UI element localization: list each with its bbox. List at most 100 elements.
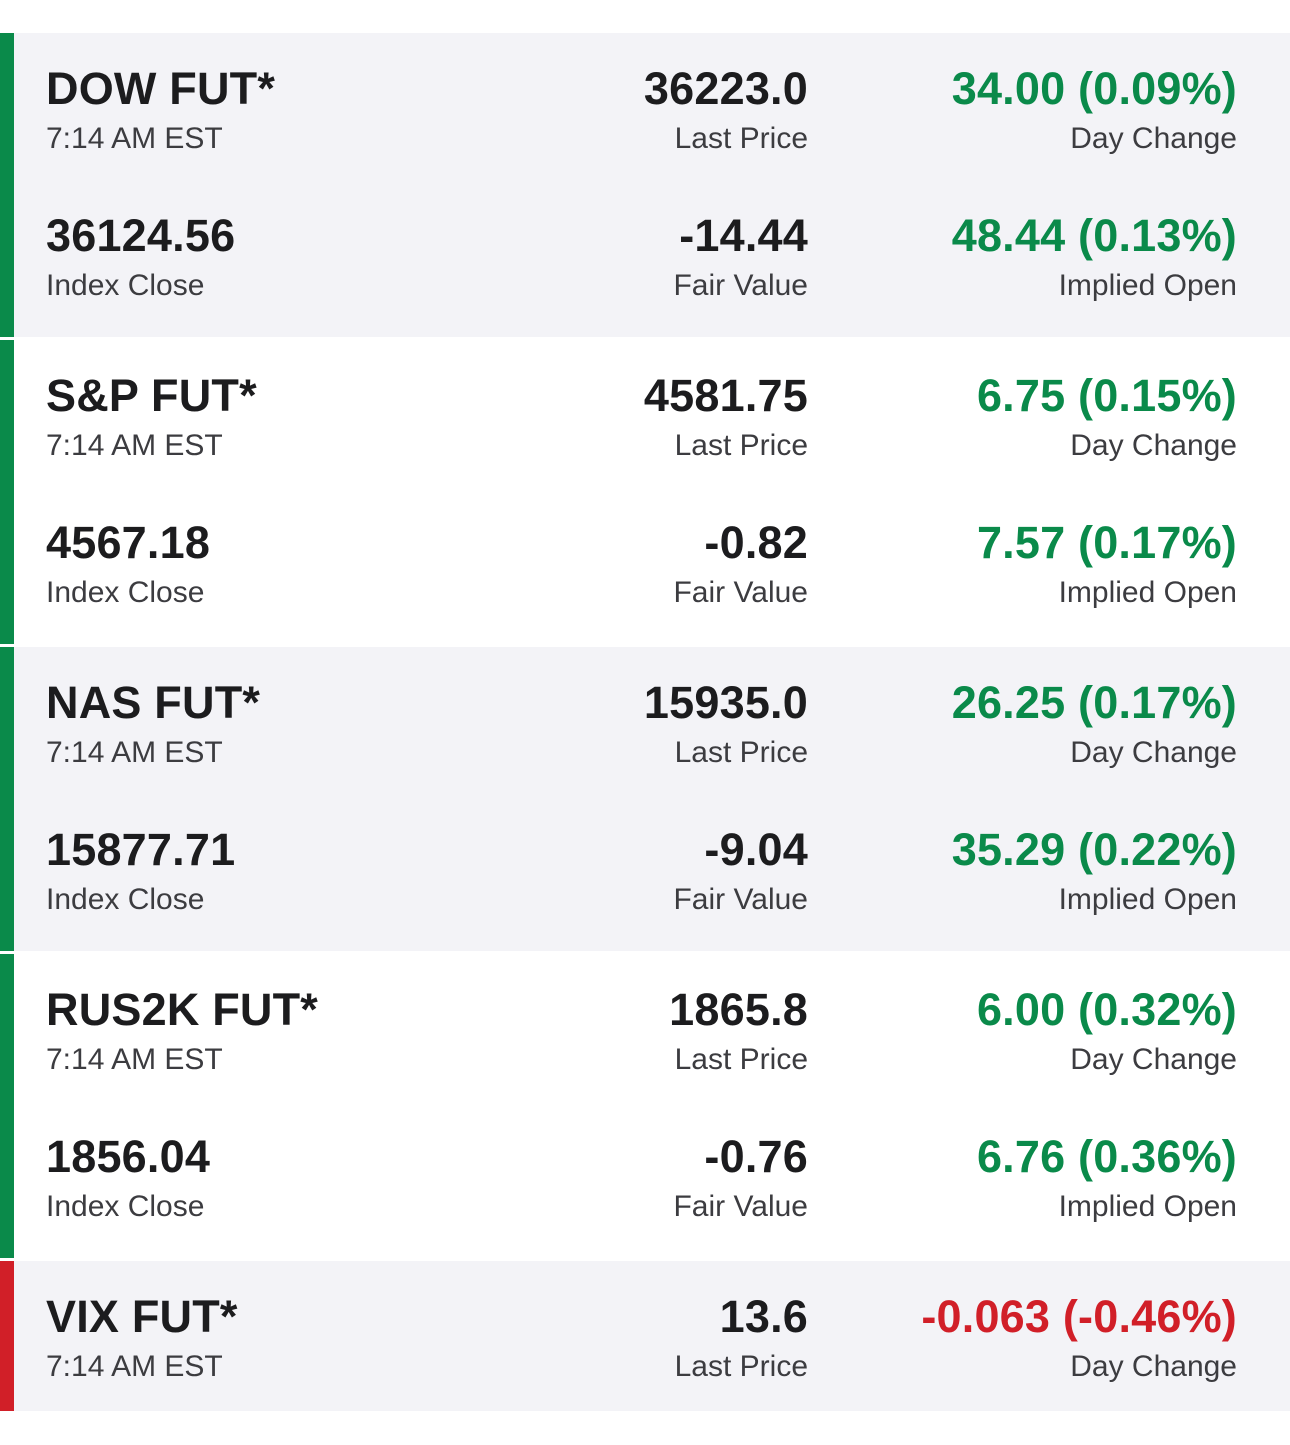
last-price-cell: 4581.75 Last Price [644, 368, 808, 466]
futures-row-secondary: 15877.71 Index Close -9.04 Fair Value 35… [0, 794, 1290, 947]
last-price-label: Last Price [674, 1043, 808, 1076]
day-change-cell: -0.063 (-0.46%) Day Change [921, 1289, 1237, 1387]
futures-name: DOW FUT* [46, 63, 276, 114]
futures-row-secondary: 4567.18 Index Close -0.82 Fair Value 7.5… [0, 487, 1290, 640]
index-close-label: Index Close [46, 1190, 205, 1223]
day-change-cell: 6.00 (0.32%) Day Change [977, 982, 1237, 1080]
futures-card-sp[interactable]: S&P FUT* 7:14 AM EST 4581.75 Last Price … [0, 340, 1290, 647]
index-close-cell: 1856.04 Index Close [46, 1129, 210, 1227]
last-price-value: 1865.8 [669, 984, 808, 1035]
futures-row-primary: RUS2K FUT* 7:14 AM EST 1865.8 Last Price… [0, 954, 1290, 1107]
last-price-label: Last Price [674, 736, 808, 769]
fair-value-value: -9.04 [704, 824, 808, 875]
futures-row-primary: S&P FUT* 7:14 AM EST 4581.75 Last Price … [0, 340, 1290, 493]
implied-open-value: 7.57 (0.17%) [976, 517, 1237, 568]
last-price-cell: 36223.0 Last Price [644, 61, 808, 159]
futures-timestamp: 7:14 AM EST [46, 736, 223, 769]
futures-card-nas[interactable]: NAS FUT* 7:14 AM EST 15935.0 Last Price … [0, 647, 1290, 954]
last-price-cell: 15935.0 Last Price [644, 675, 808, 773]
index-close-label: Index Close [46, 269, 205, 302]
futures-name: S&P FUT* [46, 370, 257, 421]
implied-open-value: 48.44 (0.13%) [951, 210, 1237, 261]
implied-open-value: 6.76 (0.36%) [976, 1131, 1237, 1182]
day-change-label: Day Change [1070, 736, 1237, 769]
fair-value-label: Fair Value [673, 576, 808, 609]
day-change-cell: 6.75 (0.15%) Day Change [977, 368, 1237, 466]
futures-row-primary: NAS FUT* 7:14 AM EST 15935.0 Last Price … [0, 647, 1290, 800]
last-price-value: 4581.75 [643, 370, 808, 421]
implied-open-label: Implied Open [1058, 883, 1237, 916]
index-close-cell: 15877.71 Index Close [46, 822, 235, 920]
fair-value-cell: -0.82 Fair Value [673, 515, 808, 613]
fair-value-label: Fair Value [673, 883, 808, 916]
last-price-label: Last Price [674, 1350, 808, 1383]
index-close-value: 36124.56 [46, 210, 236, 261]
last-price-label: Last Price [674, 122, 808, 155]
futures-timestamp: 7:14 AM EST [46, 122, 223, 155]
futures-timestamp: 7:14 AM EST [46, 1043, 223, 1076]
fair-value-label: Fair Value [673, 1190, 808, 1223]
day-change-value: 26.25 (0.17%) [951, 677, 1237, 728]
day-change-label: Day Change [1070, 1350, 1237, 1383]
futures-row-secondary: 36124.56 Index Close -14.44 Fair Value 4… [0, 180, 1290, 333]
implied-open-cell: 35.29 (0.22%) Implied Open [952, 822, 1237, 920]
futures-card-dow[interactable]: DOW FUT* 7:14 AM EST 36223.0 Last Price … [0, 33, 1290, 340]
day-change-value: -0.063 (-0.46%) [921, 1291, 1237, 1342]
last-price-cell: 13.6 Last Price [675, 1289, 808, 1387]
last-price-value: 13.6 [719, 1291, 808, 1342]
implied-open-cell: 6.76 (0.36%) Implied Open [977, 1129, 1237, 1227]
index-close-value: 15877.71 [46, 824, 236, 875]
fair-value-cell: -14.44 Fair Value [673, 208, 808, 306]
fair-value-cell: -0.76 Fair Value [673, 1129, 808, 1227]
futures-timestamp: 7:14 AM EST [46, 429, 223, 462]
futures-name: RUS2K FUT* [46, 984, 319, 1035]
day-change-value: 34.00 (0.09%) [951, 63, 1237, 114]
futures-name-cell: NAS FUT* 7:14 AM EST [46, 675, 260, 773]
index-close-label: Index Close [46, 883, 205, 916]
futures-name-cell: DOW FUT* 7:14 AM EST [46, 61, 275, 159]
day-change-label: Day Change [1070, 1043, 1237, 1076]
futures-list: DOW FUT* 7:14 AM EST 36223.0 Last Price … [0, 33, 1290, 1414]
last-price-cell: 1865.8 Last Price [669, 982, 808, 1080]
last-price-value: 36223.0 [643, 63, 808, 114]
trend-indicator-bar [0, 1261, 14, 1411]
trend-indicator-bar [0, 954, 14, 1258]
implied-open-cell: 48.44 (0.13%) Implied Open [952, 208, 1237, 306]
day-change-label: Day Change [1070, 122, 1237, 155]
implied-open-label: Implied Open [1058, 576, 1237, 609]
implied-open-label: Implied Open [1058, 269, 1237, 302]
last-price-label: Last Price [674, 429, 808, 462]
futures-name: NAS FUT* [46, 677, 261, 728]
futures-name-cell: S&P FUT* 7:14 AM EST [46, 368, 257, 466]
day-change-value: 6.75 (0.15%) [976, 370, 1237, 421]
fair-value-value: -0.76 [704, 1131, 808, 1182]
fair-value-cell: -9.04 Fair Value [673, 822, 808, 920]
fair-value-label: Fair Value [673, 269, 808, 302]
implied-open-value: 35.29 (0.22%) [951, 824, 1237, 875]
day-change-cell: 34.00 (0.09%) Day Change [952, 61, 1237, 159]
fair-value-value: -0.82 [704, 517, 808, 568]
day-change-cell: 26.25 (0.17%) Day Change [952, 675, 1237, 773]
futures-row-secondary: 1856.04 Index Close -0.76 Fair Value 6.7… [0, 1101, 1290, 1254]
futures-name: VIX FUT* [46, 1291, 238, 1342]
futures-name-cell: VIX FUT* 7:14 AM EST [46, 1289, 238, 1387]
futures-card-vix[interactable]: VIX FUT* 7:14 AM EST 13.6 Last Price -0.… [0, 1261, 1290, 1414]
index-close-value: 1856.04 [46, 1131, 211, 1182]
implied-open-label: Implied Open [1058, 1190, 1237, 1223]
index-close-value: 4567.18 [46, 517, 211, 568]
futures-timestamp: 7:14 AM EST [46, 1350, 223, 1383]
futures-row-primary: DOW FUT* 7:14 AM EST 36223.0 Last Price … [0, 33, 1290, 186]
trend-indicator-bar [0, 340, 14, 644]
futures-name-cell: RUS2K FUT* 7:14 AM EST [46, 982, 318, 1080]
implied-open-cell: 7.57 (0.17%) Implied Open [977, 515, 1237, 613]
trend-indicator-bar [0, 647, 14, 951]
trend-indicator-bar [0, 33, 14, 337]
futures-card-rus2k[interactable]: RUS2K FUT* 7:14 AM EST 1865.8 Last Price… [0, 954, 1290, 1261]
day-change-label: Day Change [1070, 429, 1237, 462]
fair-value-value: -14.44 [679, 210, 808, 261]
index-close-cell: 36124.56 Index Close [46, 208, 235, 306]
day-change-value: 6.00 (0.32%) [976, 984, 1237, 1035]
futures-row-primary: VIX FUT* 7:14 AM EST 13.6 Last Price -0.… [0, 1261, 1290, 1414]
index-close-label: Index Close [46, 576, 205, 609]
last-price-value: 15935.0 [643, 677, 808, 728]
